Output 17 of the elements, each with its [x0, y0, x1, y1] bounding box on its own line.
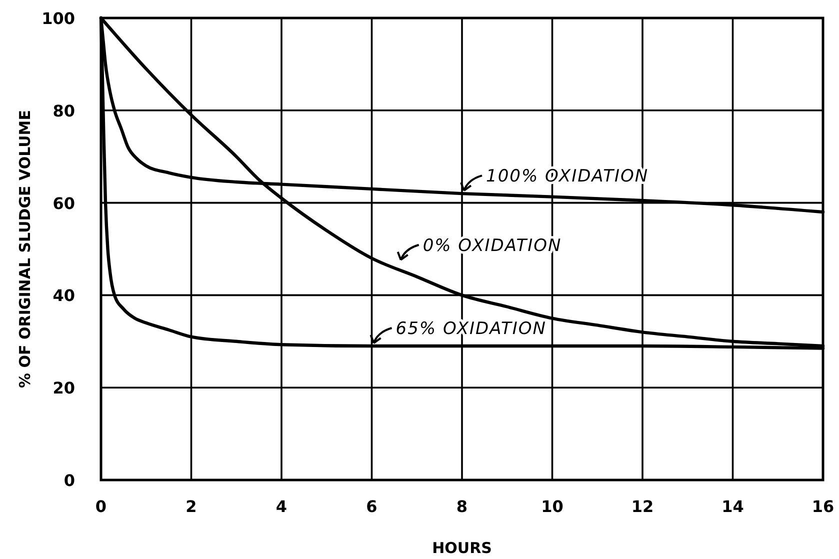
x-tick-label: 8	[456, 497, 468, 516]
x-tick-label: 14	[722, 497, 744, 516]
x-tick-label: 0	[95, 497, 107, 516]
y-tick-label: 100	[42, 9, 75, 28]
x-tick-label: 10	[541, 497, 564, 516]
y-tick-label: 20	[52, 378, 75, 398]
y-tick-label: 40	[52, 286, 75, 306]
x-tick-label: 16	[812, 497, 834, 516]
x-axis-title: HOURS	[432, 539, 492, 557]
x-tick-label: 2	[186, 497, 197, 516]
x-tick-label: 4	[276, 497, 288, 516]
y-tick-label: 80	[52, 101, 75, 120]
y-tick-label: 0	[64, 471, 75, 490]
x-tick-label: 12	[631, 497, 654, 516]
y-axis-title: % OF ORIGINAL SLUDGE VOLUME	[16, 110, 34, 388]
x-tick-label: 6	[366, 497, 378, 516]
y-tick-label: 60	[52, 194, 75, 213]
